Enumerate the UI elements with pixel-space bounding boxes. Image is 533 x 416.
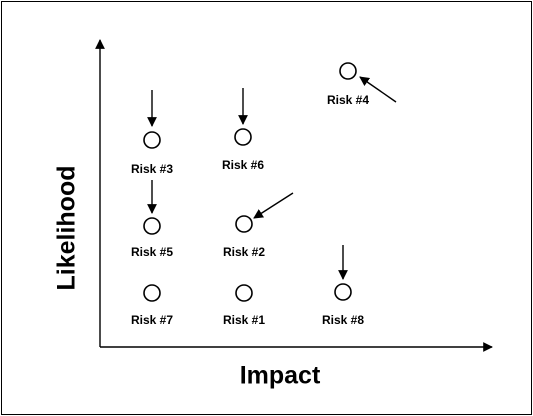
x-axis-label: Impact xyxy=(240,362,321,390)
risk-label: Risk #4 xyxy=(327,93,369,107)
risk-marker xyxy=(235,215,253,233)
risks: Risk #4 Risk #3 Risk #6 Risk #5 Risk #2 Risk … xyxy=(131,62,369,327)
risk-label: Risk #1 xyxy=(223,313,265,327)
risk-marker xyxy=(234,128,252,146)
arrows xyxy=(147,76,397,280)
risk-marker xyxy=(143,284,161,302)
risk-label: Risk #8 xyxy=(322,313,364,327)
risk-marker xyxy=(143,131,161,149)
arrow xyxy=(359,76,397,103)
risk-label: Risk #5 xyxy=(131,245,173,259)
y-axis-label: Likelihood xyxy=(53,166,81,291)
risk-marker xyxy=(235,284,253,302)
risk-label: Risk #6 xyxy=(222,158,264,172)
risk-label: Risk #3 xyxy=(131,162,173,176)
risk-marker xyxy=(334,283,352,301)
arrow xyxy=(253,192,294,219)
risk-marker xyxy=(143,217,161,235)
risk-label: Risk #2 xyxy=(223,245,265,259)
risk-marker xyxy=(339,62,357,80)
risk-label: Risk #7 xyxy=(131,313,173,327)
